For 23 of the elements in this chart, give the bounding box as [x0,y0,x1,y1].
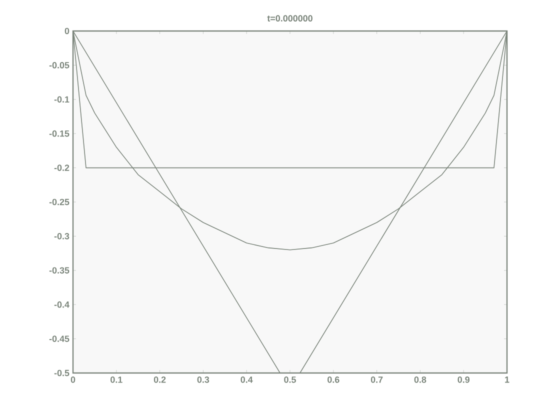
x-tick-label: 0.1 [110,376,122,383]
x-tick-label: 0.9 [458,376,470,383]
x-tick-label: 0 [70,376,76,383]
x-tick-label: 0.3 [197,376,210,383]
x-tick-label: 0.5 [284,376,296,383]
x-tick-label: 1 [505,376,510,383]
x-tick-label: 0.6 [328,376,340,383]
y-tick-label: -0.35 [49,267,70,274]
x-tick-label: 0.2 [154,376,166,383]
y-tick-label: -0.1 [54,96,70,103]
x-tick-label: 0.7 [370,376,383,383]
x-tick-label: 0.4 [240,376,253,383]
y-tick-label: -0.15 [49,130,70,137]
x-tick-label: 0.8 [414,376,426,383]
y-tick-label: -0.4 [54,301,70,308]
y-tick-label: -0.5 [54,370,70,376]
y-tick-label: -0.45 [49,336,70,342]
y-tick-label: -0.25 [49,198,70,206]
y-tick-label: -0.2 [54,164,70,171]
y-tick-label: -0.3 [54,233,70,240]
y-tick-label: -0.05 [49,62,70,68]
y-tick-label: 0 [64,28,70,34]
chart-title: t=0.000000 [267,15,312,22]
